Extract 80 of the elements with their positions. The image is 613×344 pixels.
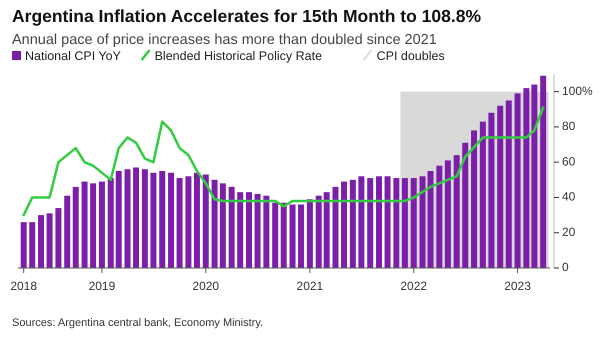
- bar: [488, 112, 494, 268]
- bar: [497, 106, 504, 268]
- chart-title: Argentina Inflation Accelerates for 15th Month to 108.8%: [12, 6, 482, 26]
- bar: [64, 196, 70, 268]
- bar: [410, 178, 417, 268]
- bar: [168, 172, 174, 268]
- bar: [480, 122, 486, 268]
- x-tick-label: 2021: [296, 279, 324, 293]
- bar: [436, 166, 442, 268]
- y-tick-label: 100%: [562, 84, 594, 98]
- bar: [462, 142, 468, 268]
- bar: [228, 186, 235, 268]
- bar: [420, 176, 426, 268]
- legend-label: CPI doubles: [376, 49, 445, 63]
- bar: [402, 178, 408, 268]
- bar: [212, 180, 218, 268]
- bar: [220, 183, 226, 268]
- bar: [367, 178, 374, 268]
- y-tick-label: 60: [562, 154, 576, 168]
- bar: [316, 196, 322, 268]
- bar: [263, 196, 270, 268]
- bar: [428, 171, 434, 268]
- bar: [384, 176, 391, 268]
- bar: [358, 176, 364, 268]
- bar: [523, 88, 530, 268]
- bar: [506, 100, 512, 268]
- bar: [55, 208, 62, 268]
- chart-subtitle: Annual pace of price increases has more than doubled since 2021: [12, 32, 437, 48]
- bar: [142, 169, 148, 268]
- bar: [393, 178, 400, 268]
- bar: [176, 178, 183, 268]
- bar: [202, 174, 209, 268]
- legend-label: Blended Historical Policy Rate: [154, 49, 322, 63]
- bar: [341, 182, 348, 268]
- y-tick-label: 0: [562, 260, 569, 274]
- bar: [246, 192, 252, 268]
- bar: [531, 84, 538, 268]
- bar: [82, 182, 88, 268]
- x-tick-label: 2019: [88, 279, 116, 293]
- bar: [332, 186, 338, 268]
- bar: [350, 180, 356, 268]
- legend-label: National CPI YoY: [25, 49, 122, 63]
- line-series: [22, 106, 544, 216]
- x-tick-label: 2020: [192, 279, 220, 293]
- bar: [444, 160, 451, 268]
- bar: [29, 222, 36, 268]
- x-tick-label: 2022: [400, 279, 428, 293]
- bar: [38, 215, 44, 268]
- bar: [72, 186, 79, 268]
- bar: [376, 176, 382, 268]
- bar: [116, 171, 122, 268]
- bar: [46, 213, 53, 268]
- y-tick-label: 40: [562, 190, 576, 204]
- bar: [540, 76, 546, 268]
- bar: [185, 176, 192, 268]
- bar: [272, 202, 278, 268]
- bar: [298, 204, 304, 268]
- bar: [159, 171, 166, 268]
- bar: [471, 130, 478, 268]
- bar: [194, 172, 200, 268]
- bar: [20, 222, 27, 268]
- bar: [514, 93, 521, 268]
- bar: [108, 178, 114, 268]
- bar: [324, 192, 330, 268]
- bar: [306, 199, 313, 268]
- bar: [98, 182, 105, 268]
- y-tick-label: 80: [562, 119, 576, 134]
- bar: [254, 194, 261, 268]
- bar: [237, 192, 244, 268]
- x-tick-label: 2023: [504, 279, 532, 293]
- bar: [290, 204, 296, 268]
- bar: [150, 172, 156, 268]
- bar: [133, 167, 140, 268]
- source-note: Sources: Argentina central bank, Economy Ministry.: [12, 317, 264, 329]
- bar: [124, 169, 131, 268]
- bar: [454, 155, 460, 268]
- bar: [280, 202, 287, 268]
- y-tick-label: 20: [562, 224, 576, 239]
- bar: [90, 183, 96, 268]
- x-tick-label: 2018: [10, 279, 38, 293]
